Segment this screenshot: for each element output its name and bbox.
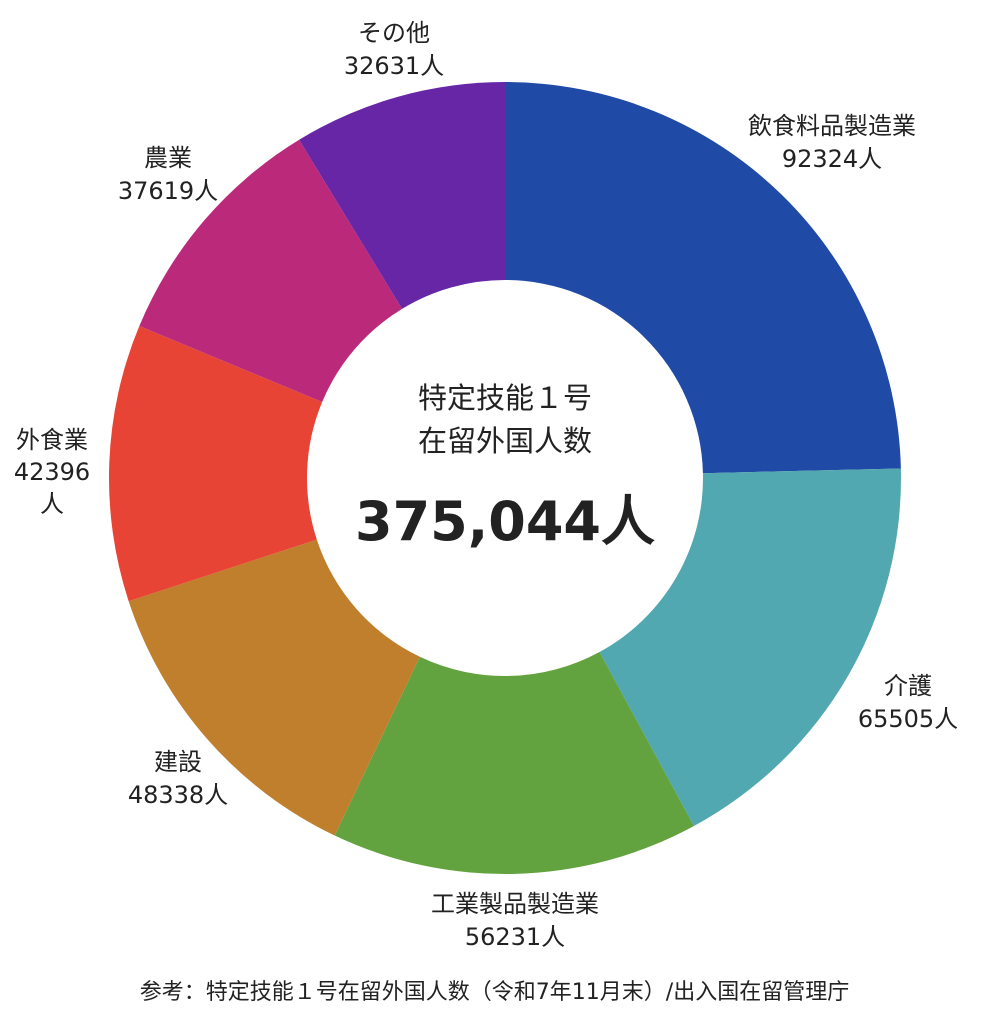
slice-label-6: その他: [358, 19, 430, 47]
slice-0: [505, 82, 901, 474]
slice-value-3: 48338人: [128, 781, 228, 809]
center-title-line2: 在留外国人数: [418, 424, 592, 458]
slice-5: [139, 139, 403, 403]
slice-value-6: 32631人: [344, 52, 444, 80]
slice-1: [599, 468, 901, 827]
slice-label-3: 建設: [154, 748, 202, 776]
slice-value-5: 37619人: [118, 177, 218, 205]
center-title-line1: 特定技能１号: [418, 381, 592, 415]
slice-label-0: 飲食料品製造業: [748, 112, 916, 140]
slice-value-2: 56231人: [465, 923, 565, 951]
donut-center: 特定技能１号 在留外国人数 375,044人: [355, 381, 655, 553]
center-total: 375,044人: [355, 490, 655, 553]
donut-slices: [109, 82, 901, 875]
slice-4: [109, 326, 323, 602]
slice-label-5: 農業: [144, 144, 192, 172]
source-note: 参考：特定技能１号在留外国人数（令和7年11月末）/出入国在留管理庁: [139, 980, 850, 1005]
slice-value-4: 42396: [14, 458, 90, 486]
slice-label-1: 介護: [884, 672, 932, 700]
slice-3: [128, 539, 420, 836]
slice-label-2: 工業製品製造業: [431, 890, 599, 918]
slice-unit-4: 人: [40, 490, 64, 518]
slice-6: [299, 82, 505, 309]
slice-label-4: 外食業: [16, 426, 88, 454]
slice-value-1: 65505人: [858, 705, 958, 733]
slice-value-0: 92324人: [782, 145, 882, 173]
slice-2: [334, 652, 694, 875]
